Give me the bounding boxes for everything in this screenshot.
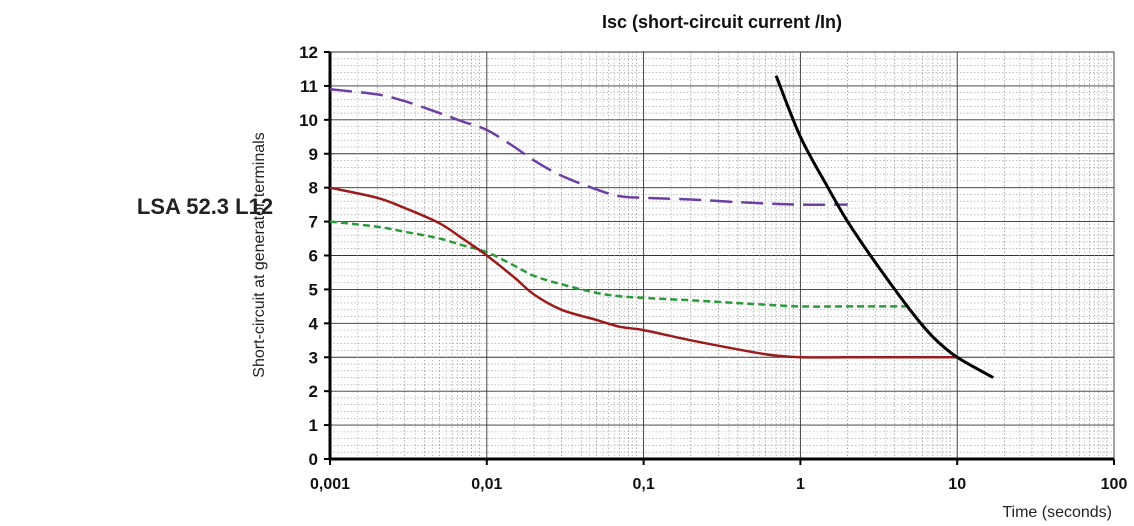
y-axis-label: Short-circuit at generator terminals [251,132,268,377]
series-line-4 [774,75,995,379]
x-tick-label: 10 [948,476,966,493]
y-tick-label: 1 [309,416,318,435]
chart-grid [329,51,1115,460]
y-tick-label: 11 [300,77,318,96]
y-tick-label: 12 [299,43,318,62]
x-tick-label: 100 [1101,476,1128,493]
y-tick-label: 6 [309,247,318,266]
chart-title: Isc (short-circuit current /In) [602,12,842,32]
series-line-3 [329,186,958,359]
y-tick-label: 10 [299,111,318,130]
series-line-2 [329,220,910,308]
y-tick-label: 8 [309,179,318,198]
x-tick-label: 0,01 [471,476,502,493]
chart-axes [324,51,1115,465]
y-tick-label: 2 [309,382,318,401]
x-tick-label: 0,001 [310,476,350,493]
chart-series [329,75,995,379]
model-label: LSA 52.3 L12 [136,194,274,219]
x-tick-label: 0,1 [632,476,654,493]
x-axis-label: Time (seconds) [1002,504,1112,521]
y-tick-label: 5 [309,280,318,299]
x-tick-labels: 0,001 0,01 0,1 1 10 100 [310,476,1127,493]
x-tick-label: 1 [796,476,805,493]
y-tick-label: 7 [309,213,318,232]
series-line-1 [329,88,848,206]
y-tick-label: 3 [309,348,318,367]
y-tick-label: 0 [309,450,318,469]
y-tick-label: 4 [309,314,319,333]
y-tick-label: 9 [309,145,318,164]
